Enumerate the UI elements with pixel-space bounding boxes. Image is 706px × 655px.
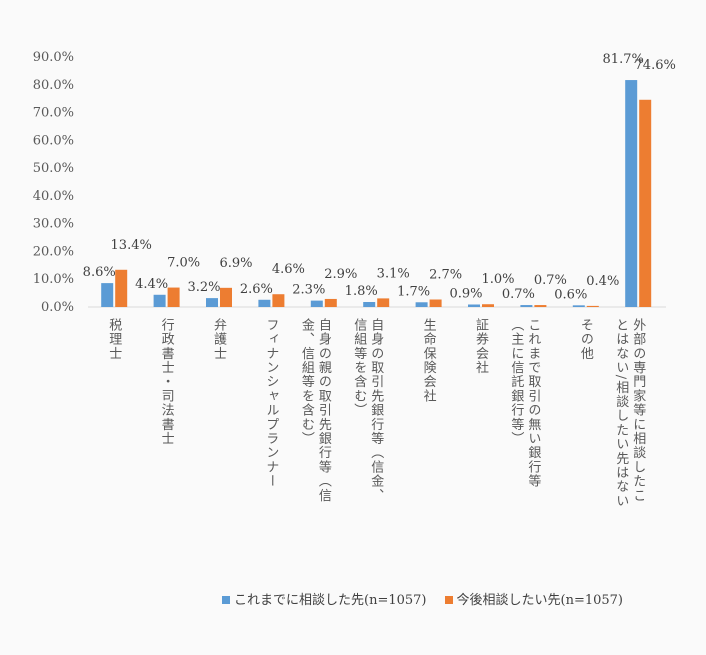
y-tick-label: 30.0% xyxy=(33,217,74,232)
bar xyxy=(310,300,323,307)
bar xyxy=(220,287,232,307)
y-tick-label: 40.0% xyxy=(33,189,74,204)
data-label: 3.2% xyxy=(187,280,220,295)
data-label: 2.6% xyxy=(240,282,273,297)
data-label: 2.3% xyxy=(292,283,325,298)
bar xyxy=(429,299,442,307)
data-label: 1.7% xyxy=(397,284,430,299)
bar xyxy=(415,302,428,307)
y-tick-label: 20.0% xyxy=(33,244,74,259)
legend: これまでに相談した先(n=1057) 今後相談したい先(n=1057) xyxy=(222,589,623,608)
bar xyxy=(167,287,180,307)
data-label: 4.6% xyxy=(272,262,305,277)
category-label: 自身の親の取引先銀行等（信金、信組等を含む） xyxy=(298,318,331,503)
category-label: 生命保険会社 xyxy=(420,318,436,404)
y-tick-label: 10.0% xyxy=(33,272,74,287)
bar xyxy=(101,283,114,307)
bar xyxy=(520,305,533,307)
data-label: 4.4% xyxy=(135,277,168,292)
data-label: 0.4% xyxy=(586,274,619,289)
bar xyxy=(625,80,638,307)
y-tick-label: 50.0% xyxy=(33,161,74,176)
category-label: 弁護士 xyxy=(211,318,226,361)
data-label: 3.1% xyxy=(377,266,410,281)
bar xyxy=(482,304,494,307)
bar xyxy=(324,298,337,307)
data-label: 0.6% xyxy=(554,287,587,302)
bar xyxy=(206,298,218,307)
category-label: その他 xyxy=(577,318,593,361)
category-label: 証券会社 xyxy=(473,318,488,375)
data-label: 2.9% xyxy=(324,267,357,282)
y-tick-label: 0.0% xyxy=(41,300,74,315)
bar xyxy=(272,294,285,307)
category-label: これまで取引の無い銀行等（主に信託銀行等） xyxy=(508,318,541,489)
data-label: 74.6% xyxy=(635,58,676,73)
data-label: 0.7% xyxy=(502,287,535,302)
category-label: 外部の専門家等に相談したことはない/相談したい先はない xyxy=(613,318,646,509)
bar xyxy=(468,304,480,307)
data-label: 81.7% xyxy=(603,52,644,67)
data-label: 2.7% xyxy=(429,268,462,283)
data-label: 7.0% xyxy=(167,256,200,271)
bar xyxy=(639,99,652,308)
category-label: 自身の取引先銀行等（信金、信組等を含む） xyxy=(351,318,384,503)
category-label: 行政書士・司法書士 xyxy=(158,318,174,446)
data-label: 1.0% xyxy=(481,272,514,287)
legend-label: 今後相談したい先(n=1057) xyxy=(456,593,624,608)
y-tick-label: 90.0% xyxy=(33,50,74,65)
bar xyxy=(534,305,547,307)
bar xyxy=(377,298,390,307)
data-label: 0.7% xyxy=(534,273,567,288)
legend-label: これまでに相談した先(n=1057) xyxy=(234,593,427,608)
bar xyxy=(258,299,271,307)
bar xyxy=(572,305,585,307)
bar xyxy=(153,294,166,307)
data-label: 6.9% xyxy=(219,256,252,271)
data-label: 0.9% xyxy=(449,287,482,302)
legend-item-future: 今後相談したい先(n=1057) xyxy=(444,589,624,608)
y-tick-label: 70.0% xyxy=(33,106,74,121)
data-label: 1.8% xyxy=(345,284,378,299)
y-tick-label: 80.0% xyxy=(33,78,74,93)
legend-item-past: これまでに相談した先(n=1057) xyxy=(222,589,427,608)
data-label: 13.4% xyxy=(111,238,152,253)
y-tick-label: 60.0% xyxy=(33,133,74,148)
bar xyxy=(363,302,376,307)
category-label: フィナンシャルプランナー xyxy=(263,318,279,489)
data-label: 8.6% xyxy=(83,265,116,280)
bar xyxy=(586,305,599,307)
category-label: 税理士 xyxy=(106,318,122,361)
bar xyxy=(115,269,128,307)
